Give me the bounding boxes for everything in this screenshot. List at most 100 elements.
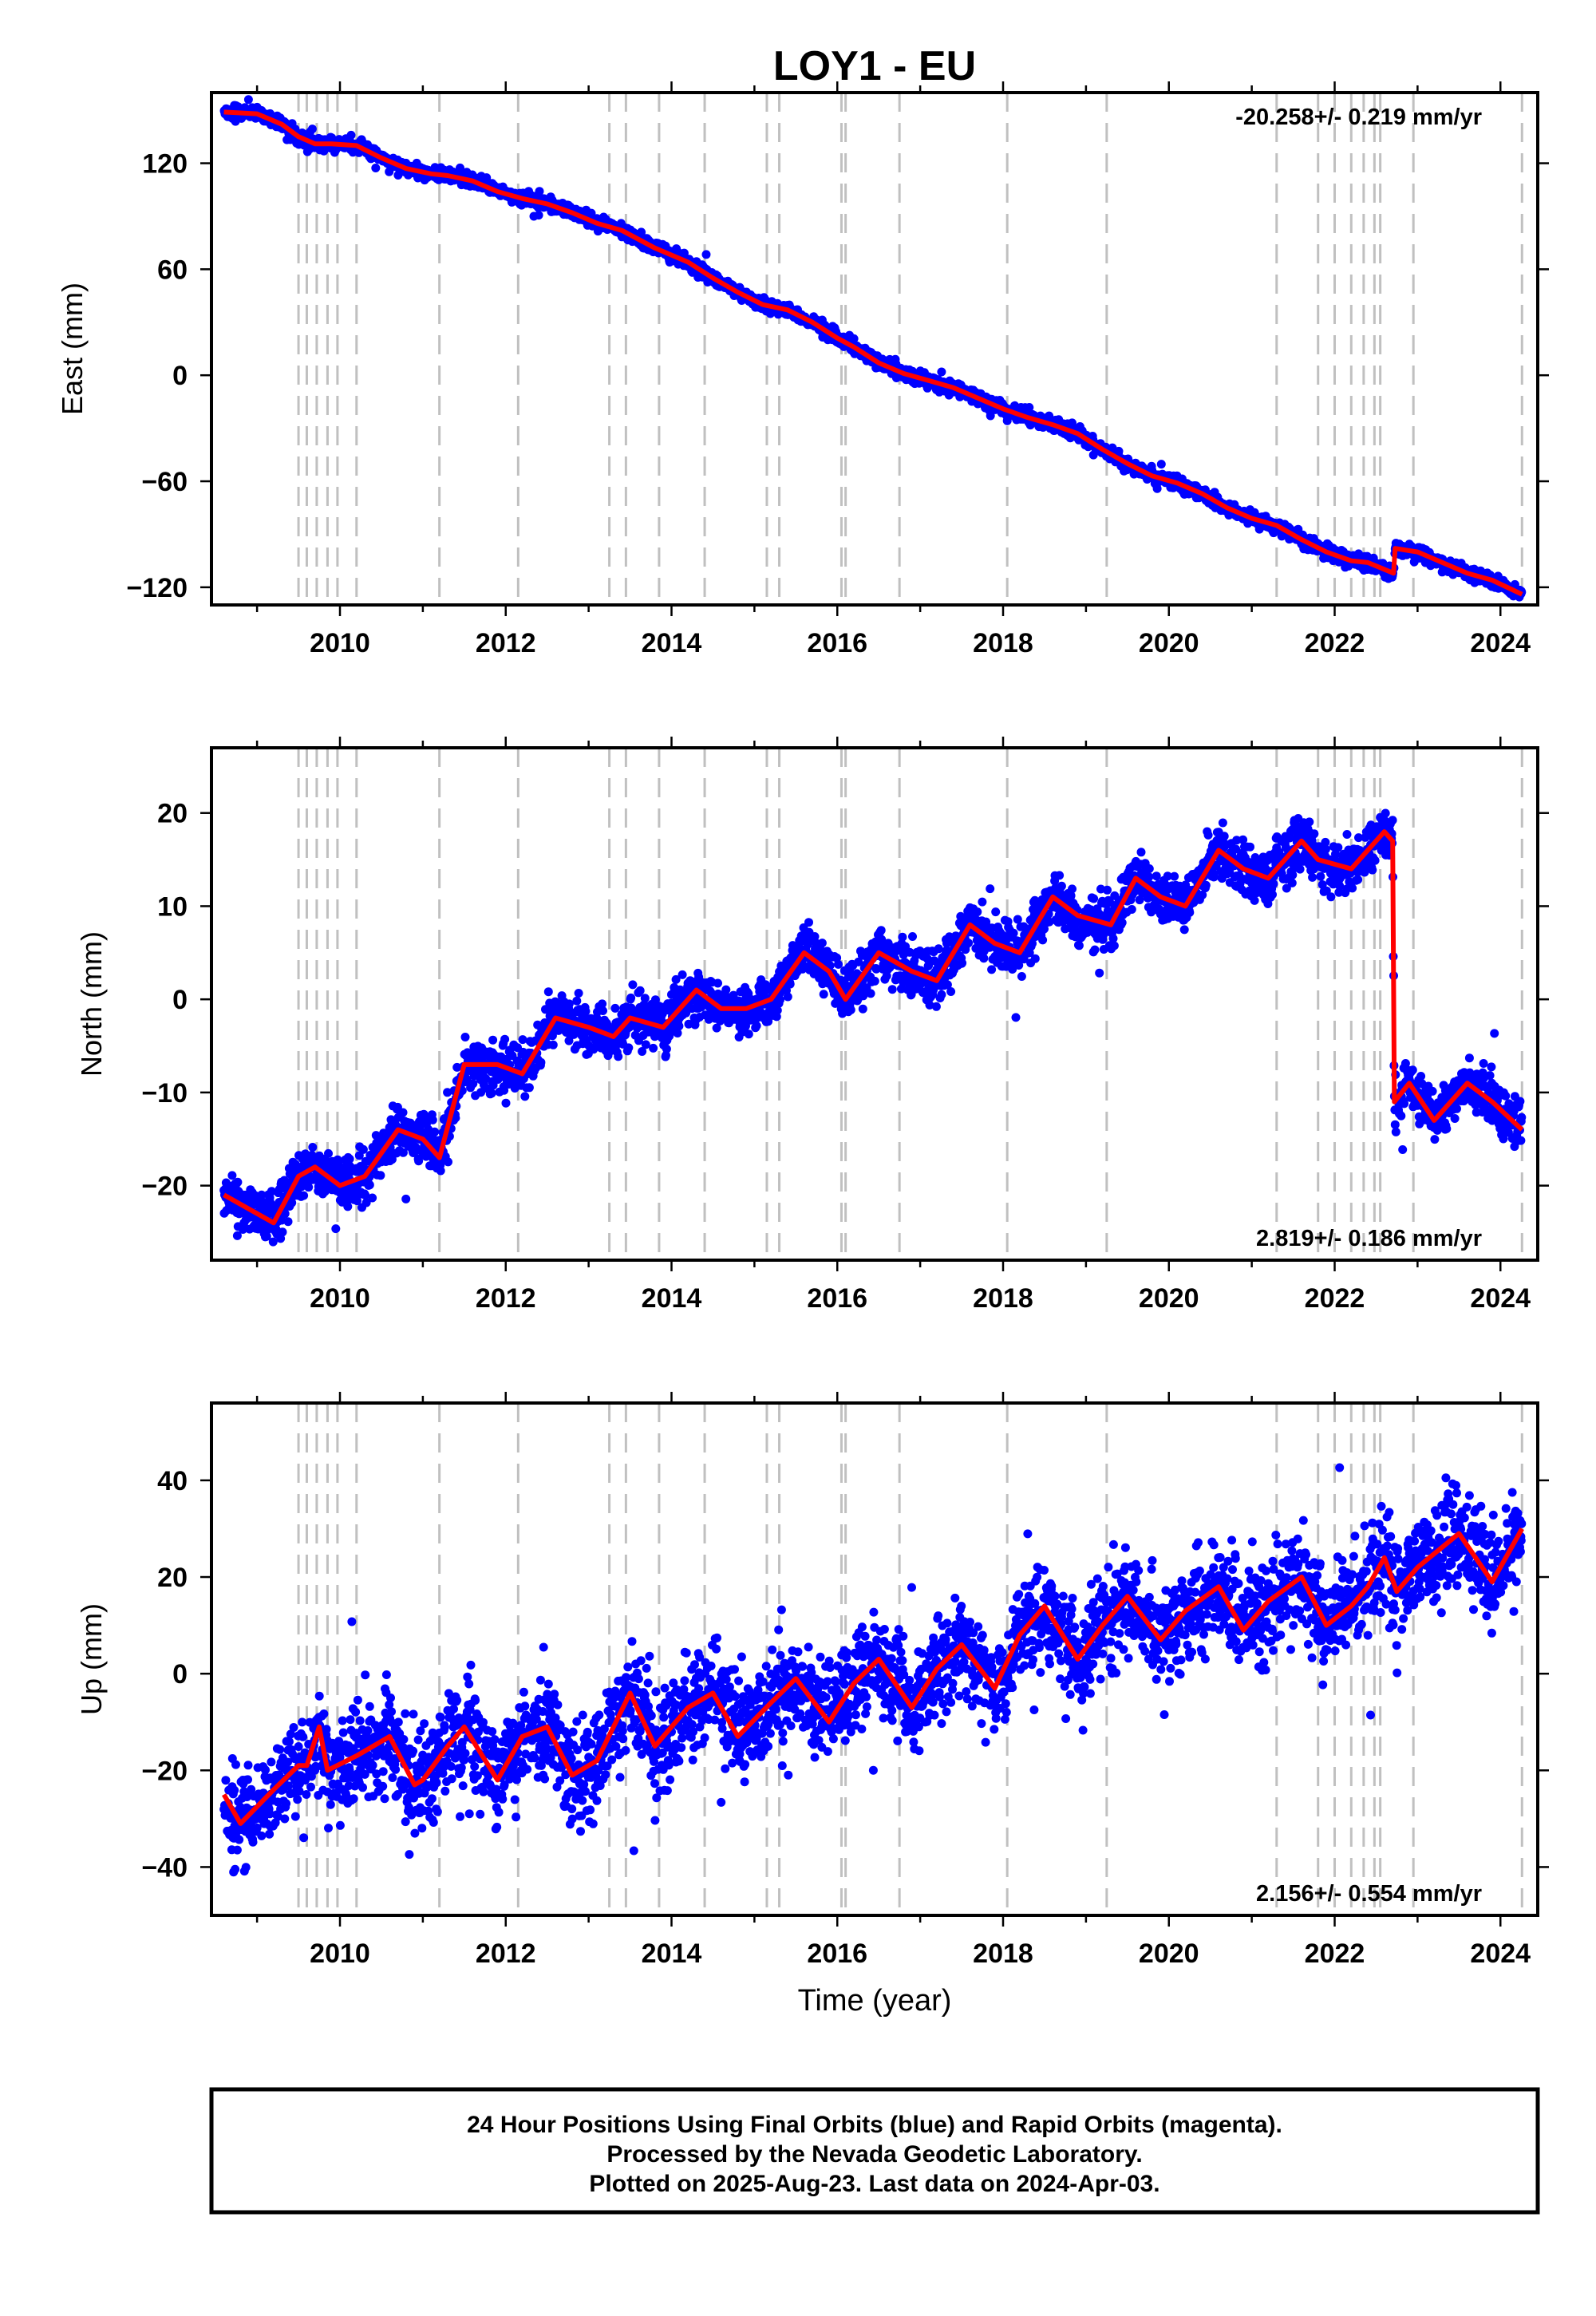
- position-point: [834, 959, 843, 969]
- position-point: [468, 1079, 478, 1089]
- position-point: [713, 978, 722, 988]
- position-point: [278, 1227, 287, 1237]
- position-point: [501, 1098, 511, 1108]
- position-point: [581, 1006, 591, 1016]
- position-point: [776, 995, 784, 1005]
- position-point: [343, 1202, 353, 1211]
- y-tick-label: 120: [142, 149, 188, 180]
- position-point: [614, 1052, 623, 1061]
- position-point: [1114, 446, 1124, 456]
- position-point: [500, 1085, 509, 1095]
- position-point: [564, 999, 574, 1009]
- position-point: [752, 1021, 761, 1030]
- position-point: [368, 1193, 377, 1203]
- position-point: [649, 1043, 658, 1053]
- position-point: [452, 1062, 462, 1072]
- position-point: [674, 1022, 684, 1031]
- daily-positions: [219, 808, 1527, 1247]
- position-point: [488, 1035, 498, 1045]
- position-point: [324, 1148, 333, 1158]
- position-point: [414, 1156, 424, 1166]
- position-point: [534, 211, 543, 220]
- y-tick-label: −60: [141, 467, 188, 497]
- x-tick-label: 2010: [310, 628, 370, 658]
- position-point: [1156, 460, 1166, 469]
- position-point: [624, 1043, 634, 1053]
- position-point: [520, 1092, 530, 1101]
- position-point: [444, 1157, 452, 1167]
- panel-east: 2010 2012 2014 2016 2018 2020 2022 2024−120−600…: [56, 81, 1549, 658]
- position-point: [819, 990, 828, 999]
- position-point: [598, 1006, 607, 1015]
- x-tick-label: 2020: [1139, 628, 1199, 658]
- position-point: [428, 1115, 437, 1124]
- position-point: [635, 986, 645, 995]
- position-point: [986, 411, 995, 421]
- position-point: [849, 334, 859, 343]
- position-point: [376, 1171, 385, 1180]
- position-point: [307, 124, 317, 134]
- position-point: [304, 1183, 314, 1192]
- position-point: [628, 980, 638, 990]
- position-point: [744, 1030, 753, 1039]
- position-point: [712, 1023, 721, 1033]
- position-point: [398, 1148, 408, 1157]
- panel-north: 2010 2012 2014 2016 2018 2020 2022 2024−20−1001…: [75, 737, 1549, 1314]
- position-point: [257, 1190, 267, 1199]
- position-point: [548, 1040, 558, 1049]
- position-point: [451, 1113, 460, 1123]
- position-point: [308, 1143, 318, 1152]
- position-point: [460, 1033, 470, 1041]
- position-point: [610, 1003, 620, 1013]
- position-point: [238, 1225, 247, 1234]
- position-point: [1025, 403, 1034, 412]
- position-point: [500, 1034, 510, 1044]
- panels: 2010 2012 2014 2016 2018 2020 2022 2024−120−600…: [56, 81, 1549, 1969]
- position-point: [1152, 484, 1162, 493]
- position-point: [232, 1231, 242, 1240]
- position-point: [361, 1191, 370, 1199]
- position-point: [443, 1088, 452, 1097]
- position-point: [411, 1142, 421, 1152]
- position-point: [358, 1144, 368, 1154]
- position-point: [574, 989, 583, 998]
- position-point: [267, 1187, 276, 1196]
- position-point: [785, 979, 795, 989]
- position-point: [684, 1019, 693, 1029]
- position-point: [783, 992, 792, 1002]
- figure-title: LOY1 - EU: [773, 43, 976, 89]
- position-point: [638, 1047, 647, 1056]
- y-axis-label: East (mm): [56, 283, 89, 415]
- position-point: [280, 1209, 290, 1219]
- position-point: [401, 1194, 411, 1203]
- y-tick-label: 0: [172, 361, 188, 391]
- position-point: [641, 1040, 650, 1049]
- position-point: [365, 1180, 374, 1190]
- position-point: [345, 1154, 354, 1164]
- model-fit-line: [223, 109, 1523, 597]
- position-point: [487, 1089, 496, 1098]
- position-point: [721, 985, 731, 994]
- position-point: [572, 996, 582, 1006]
- y-tick-label: 60: [157, 255, 188, 285]
- position-point: [598, 999, 607, 1009]
- position-point: [287, 1198, 297, 1207]
- position-point: [430, 1127, 440, 1136]
- position-point: [626, 993, 636, 1002]
- plot-frame: [210, 91, 1539, 607]
- position-point: [436, 1166, 445, 1176]
- position-point: [543, 987, 553, 997]
- position-point: [671, 974, 681, 984]
- position-point: [662, 1050, 670, 1060]
- position-point: [227, 1171, 237, 1180]
- y-tick-label: −120: [126, 573, 188, 603]
- equipment-change-lines: [297, 748, 1523, 1260]
- position-point: [858, 1004, 867, 1014]
- position-point: [937, 367, 946, 377]
- position-point: [701, 250, 711, 259]
- position-point: [233, 1177, 243, 1187]
- position-point: [678, 970, 687, 979]
- position-point: [817, 939, 827, 948]
- x-tick-label: 2024: [1470, 628, 1531, 658]
